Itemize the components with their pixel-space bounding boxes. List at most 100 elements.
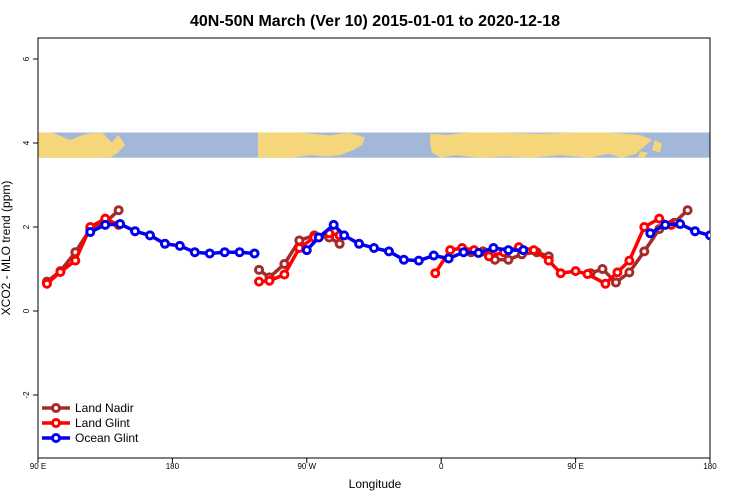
data-point-ocean-glint bbox=[398, 254, 409, 265]
data-point-ocean-glint bbox=[721, 240, 728, 247]
data-point-ocean-glint bbox=[301, 245, 312, 256]
x-tick-label: 180 bbox=[166, 462, 180, 471]
data-point-ocean-glint bbox=[473, 248, 484, 259]
data-point-land-glint bbox=[254, 276, 265, 287]
data-point-ocean-glint bbox=[145, 230, 155, 241]
data-point-land-glint bbox=[55, 266, 66, 277]
map-land bbox=[258, 132, 365, 158]
x-tick-label: 90 E bbox=[567, 462, 583, 471]
data-point-ocean-glint bbox=[339, 230, 350, 241]
y-axis: -2 0 2 4 6 bbox=[22, 56, 38, 399]
data-point-land-glint bbox=[612, 267, 623, 278]
data-point-ocean-glint bbox=[100, 219, 111, 230]
data-point-ocean-glint bbox=[130, 226, 141, 237]
data-point-land-nadir bbox=[334, 238, 345, 249]
map-land bbox=[652, 140, 662, 153]
series-ocean-glint bbox=[85, 219, 728, 266]
data-point-ocean-glint bbox=[313, 232, 324, 243]
data-point-ocean-glint bbox=[518, 245, 529, 256]
chart-title: 40N-50N March (Ver 10) 2015-01-01 to 202… bbox=[190, 13, 560, 30]
data-point-land-glint bbox=[582, 269, 593, 280]
data-point-land-glint bbox=[654, 213, 665, 224]
map-land bbox=[38, 132, 125, 158]
data-point-land-nadir bbox=[624, 267, 635, 278]
series-layer bbox=[41, 205, 728, 289]
data-point-land-nadir bbox=[113, 205, 124, 216]
data-point-ocean-glint bbox=[675, 219, 686, 230]
data-point-land-glint bbox=[294, 243, 305, 253]
data-point-ocean-glint bbox=[328, 219, 339, 230]
x-tick-label: 90 W bbox=[297, 462, 316, 471]
series-line-ocean-glint bbox=[305, 223, 524, 263]
data-point-ocean-glint bbox=[645, 228, 656, 239]
data-point-ocean-glint bbox=[458, 247, 469, 258]
x-tick-label: 180 bbox=[703, 462, 717, 471]
map-land bbox=[638, 151, 648, 158]
plot-frame bbox=[37, 37, 711, 459]
data-point-ocean-glint bbox=[234, 247, 245, 258]
data-point-land-nadir bbox=[254, 264, 265, 275]
legend-item-ocean-glint: Ocean Glint bbox=[42, 431, 139, 445]
data-point-ocean-glint bbox=[204, 248, 215, 259]
data-point-ocean-glint bbox=[488, 243, 499, 253]
y-tick-label: 4 bbox=[22, 140, 31, 145]
data-point-land-glint bbox=[430, 268, 441, 279]
data-point-ocean-glint bbox=[443, 253, 454, 264]
x-axis-label: Longitude bbox=[349, 477, 402, 491]
data-point-land-nadir bbox=[639, 246, 650, 257]
legend-label: Ocean Glint bbox=[75, 431, 139, 445]
data-point-land-nadir bbox=[682, 205, 693, 216]
data-point-land-nadir bbox=[294, 235, 305, 246]
legend-label: Land Nadir bbox=[75, 401, 134, 415]
y-tick-label: 6 bbox=[22, 56, 31, 61]
data-point-ocean-glint bbox=[503, 245, 514, 256]
data-point-land-glint bbox=[70, 255, 81, 266]
legend-item-land-glint: Land Glint bbox=[42, 416, 130, 430]
x-axis: 90 E 180 90 W 0 90 E 180 bbox=[30, 458, 717, 471]
data-point-ocean-glint bbox=[660, 219, 671, 230]
y-tick-label: -2 bbox=[22, 391, 31, 399]
data-point-ocean-glint bbox=[249, 248, 260, 259]
data-point-land-nadir bbox=[610, 277, 621, 288]
series-line-ocean-glint bbox=[89, 222, 255, 256]
data-point-land-glint bbox=[264, 275, 275, 286]
data-point-ocean-glint bbox=[189, 247, 200, 258]
data-point-land-glint bbox=[624, 255, 635, 266]
data-point-ocean-glint bbox=[354, 238, 365, 249]
data-point-land-glint bbox=[600, 278, 611, 289]
legend-item-land-nadir: Land Nadir bbox=[42, 401, 134, 415]
series-land-glint bbox=[41, 213, 677, 289]
data-point-land-glint bbox=[639, 222, 650, 232]
data-point-ocean-glint bbox=[705, 230, 710, 241]
data-point-ocean-glint bbox=[159, 238, 170, 249]
data-point-land-glint bbox=[41, 278, 52, 289]
data-point-ocean-glint bbox=[85, 227, 96, 238]
data-point-ocean-glint bbox=[219, 247, 230, 258]
data-point-land-nadir bbox=[503, 254, 514, 265]
legend-marker bbox=[51, 418, 61, 428]
x-tick-label: 90 E bbox=[30, 462, 46, 471]
data-point-land-glint bbox=[528, 245, 539, 256]
data-point-land-glint bbox=[543, 255, 554, 266]
data-point-ocean-glint bbox=[690, 226, 701, 237]
data-point-land-glint bbox=[279, 269, 290, 280]
legend-label: Land Glint bbox=[75, 416, 130, 430]
y-axis-label: XCO2 - MLO trend (ppm) bbox=[0, 181, 13, 316]
data-point-land-nadir bbox=[597, 264, 608, 274]
y-tick-label: 2 bbox=[22, 224, 31, 229]
x-tick-label: 0 bbox=[439, 462, 444, 471]
data-point-land-glint bbox=[555, 268, 566, 279]
data-point-land-glint bbox=[483, 251, 494, 262]
data-point-ocean-glint bbox=[369, 243, 379, 253]
data-point-land-nadir bbox=[279, 258, 290, 269]
data-point-ocean-glint bbox=[115, 219, 126, 230]
data-point-ocean-glint bbox=[383, 246, 394, 257]
legend-marker bbox=[51, 433, 61, 443]
map-land bbox=[430, 132, 652, 158]
data-point-ocean-glint bbox=[174, 240, 185, 251]
y-tick-label: 0 bbox=[22, 308, 31, 313]
data-point-land-glint bbox=[570, 266, 581, 277]
world-map-band bbox=[38, 132, 710, 158]
